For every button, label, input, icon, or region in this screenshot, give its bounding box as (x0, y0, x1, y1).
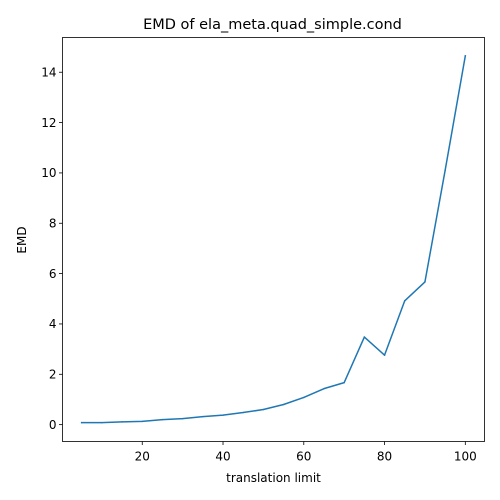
data-point (323, 387, 325, 390)
y-tick-label: 2 (49, 368, 57, 382)
x-tick-label: 60 (296, 450, 311, 464)
y-axis-label: EMD (15, 226, 29, 253)
chart-title: EMD of ela_meta.quad_simple.cond (143, 17, 402, 33)
x-tick-label: 40 (215, 450, 230, 464)
data-point (222, 414, 224, 416)
data-point (464, 55, 467, 57)
x-axis: 20 40 60 80 100 (135, 441, 477, 464)
y-tick-label: 0 (49, 418, 57, 432)
x-axis-label: translation limit (226, 471, 321, 485)
y-tick-label: 8 (49, 217, 57, 231)
plot-frame (62, 37, 485, 442)
data-point (80, 421, 83, 424)
data-point (141, 420, 144, 423)
y-tick-label: 12 (41, 116, 56, 130)
x-tick-label: 80 (377, 450, 392, 464)
y-tick-label: 14 (41, 66, 56, 80)
y-tick-label: 4 (49, 317, 57, 331)
y-tick-label: 10 (41, 166, 56, 180)
series-line-0 (80, 55, 467, 424)
x-tick-label: 20 (135, 450, 150, 464)
data-point (282, 403, 285, 406)
data-point (383, 354, 386, 356)
data-point (101, 421, 103, 424)
data-point (121, 421, 123, 423)
y-tick-label: 6 (49, 267, 57, 281)
data-point (303, 396, 305, 399)
data-point (444, 169, 446, 172)
data-point (262, 408, 265, 411)
data-point (242, 411, 244, 414)
data-point (202, 415, 204, 418)
data-point (181, 417, 184, 420)
y-axis: 0 2 4 6 8 10 12 14 (41, 66, 63, 432)
x-tick-label: 100 (454, 450, 477, 464)
series-layer (80, 55, 467, 424)
data-point (363, 336, 366, 338)
data-point (403, 300, 406, 302)
data-point (161, 418, 164, 421)
data-point (343, 381, 345, 384)
plot-area: 0 2 4 6 8 10 12 14 20 40 60 80 100 (41, 37, 485, 464)
data-point (424, 281, 426, 283)
